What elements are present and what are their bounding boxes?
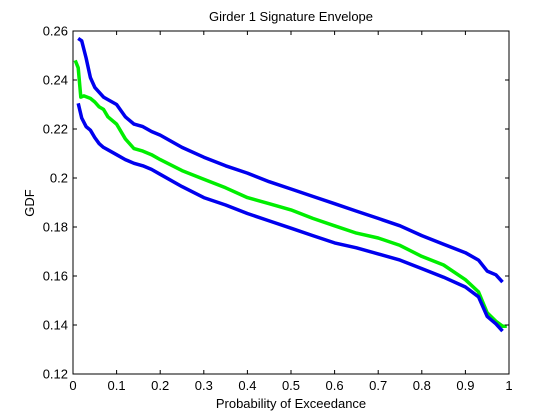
x-tick-label: 0.3 [195, 378, 213, 393]
y-tick-label: 0.18 [43, 220, 68, 235]
x-tick-label: 0.2 [151, 378, 169, 393]
x-tick-label: 0.6 [326, 378, 344, 393]
y-tick-label: 0.22 [43, 122, 68, 137]
y-tick-label: 0.16 [43, 269, 68, 284]
x-tick-label: 0.5 [282, 378, 300, 393]
y-tick-label: 0.12 [43, 367, 68, 382]
x-tick-label: 0.9 [456, 378, 474, 393]
x-tick-label: 1 [505, 378, 512, 393]
x-tick-label: 0.7 [369, 378, 387, 393]
y-axis-title: GDF [22, 189, 37, 217]
x-tick-label: 0.4 [238, 378, 256, 393]
x-tick-label: 0.1 [108, 378, 126, 393]
x-axis-title: Probability of Exceedance [216, 396, 366, 411]
y-tick-label: 0.26 [43, 24, 68, 39]
y-tick-label: 0.2 [50, 171, 68, 186]
x-tick-label: 0.8 [413, 378, 431, 393]
y-tick-label: 0.14 [43, 318, 68, 333]
chart-title: Girder 1 Signature Envelope [209, 9, 373, 24]
x-tick-label: 0 [69, 378, 76, 393]
y-tick-label: 0.24 [43, 73, 68, 88]
